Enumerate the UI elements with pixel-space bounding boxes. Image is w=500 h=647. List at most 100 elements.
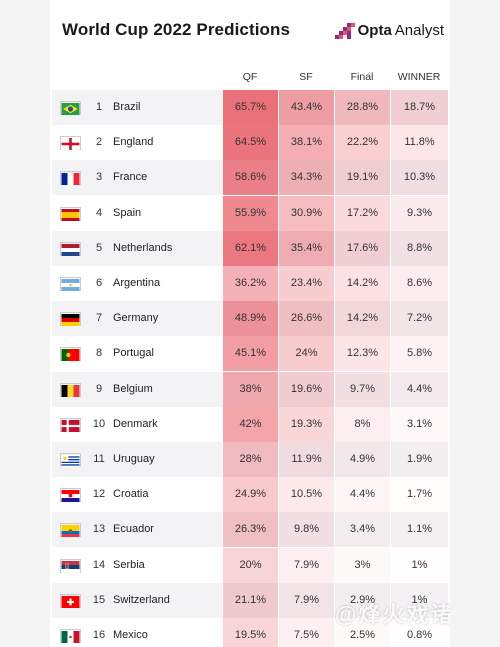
cell-winner: 11.8% xyxy=(390,125,448,161)
table-row: 7 Germany 48.9% 26.6% 14.2% 7.2% xyxy=(52,301,448,337)
cell-sf: 38.1% xyxy=(278,125,334,161)
cell-sf: 7.9% xyxy=(278,547,334,583)
table-row: 1 Brazil 65.7% 43.4% 28.8% 18.7% xyxy=(52,90,448,125)
team-name: Switzerland xyxy=(113,593,170,606)
cell-qf: 20% xyxy=(222,547,278,583)
cell-winner: 9.3% xyxy=(390,195,448,231)
cell-sf: 30.9% xyxy=(278,195,334,231)
column-header-winner: WINNER xyxy=(397,71,441,83)
opta-logo-icon xyxy=(334,22,355,39)
team-name: Uruguay xyxy=(113,453,155,465)
team-name: Croatia xyxy=(113,488,149,501)
team-name: Ecuador xyxy=(113,523,154,536)
rank-number: 16 xyxy=(92,629,106,641)
cell-winner: 0.8% xyxy=(390,618,448,647)
cell-qf: 64.5% xyxy=(222,125,278,161)
rank-number: 7 xyxy=(95,312,103,325)
serbia-flag-icon xyxy=(60,558,81,573)
cell-winner: 10.3% xyxy=(390,160,448,196)
cell-qf: 21.1% xyxy=(222,582,278,618)
cell-final: 4.9% xyxy=(334,442,390,477)
cell-final: 19.1% xyxy=(334,160,390,196)
table-row: 10 Denmark 42% 19.3% 8% 3.1% xyxy=(52,406,448,442)
cell-sf: 7.5% xyxy=(278,618,334,647)
cell-winner: 1.7% xyxy=(390,477,448,513)
netherlands-flag-icon xyxy=(60,241,81,256)
mexico-flag-icon xyxy=(60,629,81,643)
cell-final: 2.5% xyxy=(334,618,390,647)
team-name: Brazil xyxy=(113,101,141,113)
cell-winner: 1.9% xyxy=(390,442,448,477)
rank-number: 8 xyxy=(95,347,103,360)
cell-winner: 7.2% xyxy=(390,301,448,337)
table-row: 3 France 58.6% 34.3% 19.1% 10.3% xyxy=(52,160,448,196)
rank-number: 12 xyxy=(92,488,106,501)
denmark-flag-icon xyxy=(60,417,81,432)
cell-final: 17.6% xyxy=(334,230,390,266)
rank-number: 3 xyxy=(95,171,103,184)
table-row: 5 Netherlands 62.1% 35.4% 17.6% 8.8% xyxy=(52,230,448,266)
cell-qf: 19.5% xyxy=(222,618,278,647)
rank-number: 10 xyxy=(92,417,106,430)
portugal-flag-icon xyxy=(60,347,81,362)
team-name: Serbia xyxy=(113,558,145,571)
opta-analyst-logo[interactable]: Opta Analyst xyxy=(334,22,444,39)
argentina-flag-icon xyxy=(60,277,81,291)
cell-qf: 45.1% xyxy=(222,336,278,372)
cell-qf: 48.9% xyxy=(222,301,278,337)
rank-number: 11 xyxy=(93,453,105,465)
cell-qf: 28% xyxy=(222,442,278,477)
cell-sf: 11.9% xyxy=(278,442,334,477)
column-header-qf: QF xyxy=(242,71,258,83)
cell-final: 22.2% xyxy=(334,125,390,161)
logo-suffix: Analyst xyxy=(394,22,444,39)
cell-qf: 65.7% xyxy=(222,90,278,125)
table-row: 4 Spain 55.9% 30.9% 17.2% 9.3% xyxy=(52,195,448,231)
team-name: England xyxy=(113,136,154,149)
watermark-text: @烽火戏诸 xyxy=(335,602,450,627)
cell-final: 3% xyxy=(334,547,390,583)
cell-winner: 8.6% xyxy=(390,266,448,301)
table-row: 9 Belgium 38% 19.6% 9.7% 4.4% xyxy=(52,371,448,407)
cell-sf: 24% xyxy=(278,336,334,372)
cell-winner: 5.8% xyxy=(390,336,448,372)
team-name: Portugal xyxy=(113,347,154,360)
cell-sf: 10.5% xyxy=(278,477,334,513)
rank-number: 9 xyxy=(95,382,103,395)
cell-winner: 8.8% xyxy=(390,230,448,266)
cell-winner: 3.1% xyxy=(390,406,448,442)
brazil-flag-icon xyxy=(60,101,81,115)
cell-sf: 7.9% xyxy=(278,582,334,618)
rank-number: 13 xyxy=(92,523,106,536)
rank-number: 4 xyxy=(95,206,103,219)
table-row: 13 Ecuador 26.3% 9.8% 3.4% 1.1% xyxy=(52,512,448,548)
cell-qf: 26.3% xyxy=(222,512,278,548)
table-row: 16 Mexico 19.5% 7.5% 2.5% 0.8% xyxy=(52,618,448,647)
column-header-sf: SF xyxy=(299,71,313,83)
team-name: Mexico xyxy=(113,629,148,641)
cell-sf: 9.8% xyxy=(278,512,334,548)
cell-final: 12.3% xyxy=(334,336,390,372)
cell-qf: 38% xyxy=(222,371,278,407)
cell-final: 8% xyxy=(334,406,390,442)
rank-number: 14 xyxy=(92,558,106,571)
cell-sf: 35.4% xyxy=(278,230,334,266)
cell-final: 14.2% xyxy=(334,301,390,337)
team-name: Belgium xyxy=(113,382,153,395)
cell-final: 14.2% xyxy=(334,266,390,301)
team-name: Denmark xyxy=(113,417,158,430)
header: World Cup 2022 Predictions Opta Analyst xyxy=(50,0,450,62)
table-row: 2 England 64.5% 38.1% 22.2% 11.8% xyxy=(52,125,448,161)
cell-sf: 23.4% xyxy=(278,266,334,301)
croatia-flag-icon xyxy=(60,488,81,503)
table-row: 12 Croatia 24.9% 10.5% 4.4% 1.7% xyxy=(52,477,448,513)
column-header-final: Final xyxy=(350,71,374,83)
cell-final: 9.7% xyxy=(334,371,390,407)
page-title: World Cup 2022 Predictions xyxy=(62,20,291,39)
cell-final: 17.2% xyxy=(334,195,390,231)
table-row: 6 Argentina 36.2% 23.4% 14.2% 8.6% xyxy=(52,266,448,301)
uruguay-flag-icon xyxy=(60,453,81,467)
cell-final: 28.8% xyxy=(334,90,390,125)
cell-final: 4.4% xyxy=(334,477,390,513)
switzerland-flag-icon xyxy=(60,593,81,608)
